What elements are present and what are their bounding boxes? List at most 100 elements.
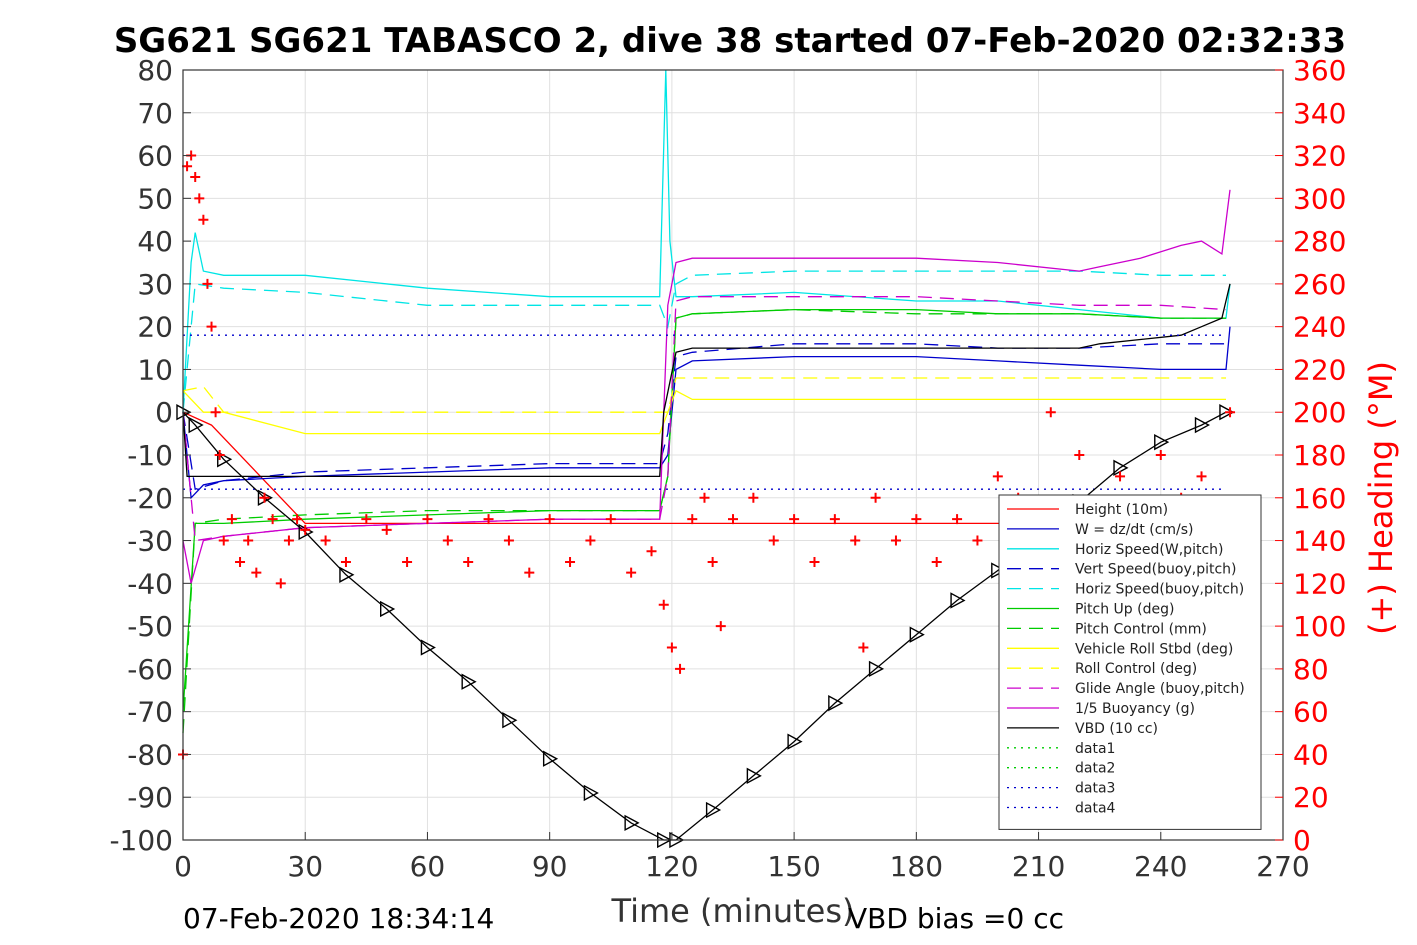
heading-marker	[198, 214, 209, 225]
heading-marker	[931, 556, 942, 567]
legend-entry-roll-control-deg: Roll Control (deg)	[1075, 661, 1197, 677]
heading-marker	[658, 599, 669, 610]
heading-marker	[206, 321, 217, 332]
heading-marker	[911, 514, 922, 525]
heading-marker	[292, 514, 303, 525]
left-tick-label: 80	[137, 54, 173, 87]
heading-marker	[442, 535, 453, 546]
right-tick-label: 120	[1293, 567, 1346, 600]
legend-entry-vbd-10-cc: VBD (10 cc)	[1075, 721, 1158, 737]
x-tick-label: 150	[767, 850, 820, 883]
heading-marker	[544, 514, 555, 525]
right-tick-label: 260	[1293, 268, 1346, 301]
depth-marker	[746, 767, 762, 785]
legend-entry-pitch-control-mm: Pitch Control (mm)	[1075, 621, 1207, 637]
depth-marker	[502, 712, 518, 729]
right-tick-label: 140	[1293, 525, 1346, 558]
footer-vbd-bias: VBD bias =0 cc	[848, 902, 1064, 935]
depth-marker	[787, 733, 803, 750]
x-tick-label: 30	[287, 850, 323, 883]
left-tick-label: 30	[137, 268, 173, 301]
heading-marker	[585, 535, 596, 546]
legend-box	[998, 494, 1262, 830]
right-tick-label: 100	[1293, 610, 1346, 643]
heading-marker	[1155, 450, 1166, 460]
depth-marker	[868, 660, 885, 678]
legend-entry-data2: data2	[1075, 761, 1115, 777]
heading-marker	[483, 514, 494, 525]
left-tick-label: 10	[137, 353, 173, 386]
heading-marker	[202, 278, 213, 289]
heading-marker	[422, 514, 433, 525]
legend-entry-glide-angle-buoy-pitch: Glide Angle (buoy,pitch)	[1075, 681, 1245, 697]
right-tick-label: 60	[1293, 696, 1329, 729]
x-tick-label: 60	[410, 850, 446, 883]
legend-entry-vehicle-roll-stbd-deg: Vehicle Roll Stbd (deg)	[1075, 641, 1233, 657]
heading-marker	[251, 567, 262, 578]
left-tick-label: -100	[109, 824, 173, 857]
left-tick-label: -20	[127, 482, 173, 515]
depth-marker	[828, 694, 844, 712]
legend: Height (10m) W = dz/dt (cm/s) Horiz Speed(…	[998, 494, 1262, 830]
depth-marker	[624, 814, 640, 832]
heading-marker	[210, 407, 221, 418]
heading-marker	[829, 514, 840, 525]
series-line-vbd-10-cc	[182, 283, 1231, 478]
heading-marker	[1115, 471, 1126, 482]
x-tick-label: 180	[890, 850, 943, 883]
heading-marker	[214, 450, 225, 460]
legend-entry-vert-speed-buoy-pitch: Vert Speed(buoy,pitch)	[1075, 562, 1237, 578]
depth-marker	[583, 784, 599, 802]
left-tick-label: -90	[127, 781, 173, 814]
depth-marker	[1194, 416, 1210, 434]
depth-marker	[1154, 433, 1170, 451]
legend-entry-1-5-buoyancy-g: 1/5 Buoyancy (g)	[1075, 701, 1195, 717]
depth-marker	[420, 639, 436, 656]
heading-marker	[267, 514, 278, 525]
right-tick-label: 300	[1293, 182, 1346, 215]
heading-marker	[1196, 471, 1207, 482]
left-tick-label: -50	[127, 610, 173, 643]
heading-marker	[524, 567, 535, 578]
heading-marker	[283, 535, 294, 546]
depth-marker	[1219, 404, 1235, 421]
depth-marker	[705, 801, 722, 819]
depth-marker	[339, 566, 355, 583]
series-line-1-5-buoyancy-g	[182, 189, 1231, 584]
left-tick-label: -70	[127, 696, 173, 729]
left-tick-label: 0	[155, 396, 173, 429]
right-tick-label: 200	[1293, 396, 1346, 429]
heading-marker	[715, 621, 726, 632]
left-axis: 80 70 60 50 40 30 20 10 0 -10 -20 -30 -40 -50 -60 -70 -8…	[109, 54, 191, 857]
heading-marker	[952, 514, 963, 525]
heading-marker	[194, 193, 205, 204]
left-tick-label: -80	[127, 738, 173, 771]
legend-entry-data3: data3	[1075, 781, 1115, 797]
left-tick-label: 40	[137, 225, 173, 258]
heading-marker	[972, 535, 983, 546]
heading-marker	[463, 556, 474, 567]
heading-marker	[565, 556, 576, 567]
series-line-w-dz-dt-cm-s	[182, 326, 1231, 500]
series-line-horiz-speed-w-pitch	[182, 69, 1231, 413]
left-tick-label: 20	[137, 311, 173, 344]
left-tick-label: -30	[127, 525, 173, 558]
x-axis: 0 30 60 90 120 150 180 210 240 270	[174, 832, 1310, 883]
heading-marker	[361, 514, 372, 525]
heading-marker	[381, 524, 392, 535]
depth-marker	[380, 600, 396, 618]
heading-marker	[646, 546, 657, 557]
legend-entry-horiz-speed-w-pitch: Horiz Speed(W,pitch)	[1075, 542, 1223, 558]
series-line-height-10m	[182, 411, 1226, 525]
left-tick-label: 60	[137, 140, 173, 173]
heading-marker	[687, 514, 698, 525]
depth-marker	[909, 626, 925, 643]
heading-marker	[699, 492, 710, 503]
right-tick-label: 80	[1293, 653, 1329, 686]
heading-marker	[182, 161, 193, 172]
x-tick-label: 270	[1256, 850, 1309, 883]
heading-marker	[1074, 450, 1085, 460]
heading-marker	[992, 471, 1003, 482]
heading-marker	[243, 535, 254, 546]
